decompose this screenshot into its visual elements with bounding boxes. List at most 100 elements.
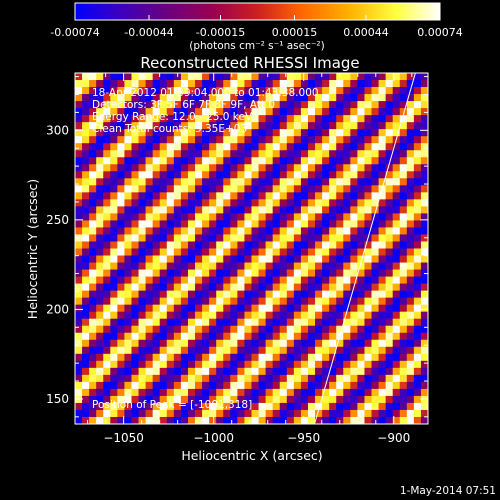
heatmap-cell	[117, 213, 125, 221]
heatmap-cell	[364, 409, 372, 418]
heatmap-cell	[413, 360, 422, 369]
heatmap-cell	[244, 94, 252, 102]
heatmap-cell	[378, 388, 387, 397]
heatmap-cell	[117, 206, 125, 214]
heatmap-cell	[173, 115, 182, 123]
heatmap-cell	[251, 248, 259, 256]
heatmap-cell	[385, 80, 394, 88]
heatmap-cell	[89, 143, 97, 151]
heatmap-cell	[209, 164, 217, 172]
heatmap-cell	[117, 108, 125, 116]
heatmap-cell	[357, 283, 365, 292]
heatmap-cell	[293, 381, 302, 390]
heatmap-cell	[230, 416, 238, 424]
heatmap-cell	[385, 178, 394, 186]
heatmap-cell	[322, 94, 330, 102]
heatmap-cell	[406, 304, 415, 313]
heatmap-cell	[286, 318, 295, 327]
heatmap-cell	[293, 416, 302, 424]
heatmap-cell	[180, 395, 189, 404]
heatmap-cell	[103, 234, 111, 242]
heatmap-cell	[399, 87, 408, 95]
heatmap-cell	[82, 129, 90, 137]
heatmap-cell	[406, 353, 415, 362]
heatmap-cell	[251, 283, 259, 292]
heatmap-cell	[216, 220, 224, 228]
heatmap-cell	[279, 269, 288, 277]
heatmap-cell	[279, 297, 288, 306]
x-tick-label: −1050	[103, 431, 144, 445]
heatmap-cell	[152, 199, 161, 207]
heatmap-cell	[343, 255, 351, 263]
heatmap-cell	[307, 227, 316, 235]
heatmap-cell	[237, 241, 245, 249]
heatmap-cell	[237, 346, 245, 355]
heatmap-cell	[420, 213, 428, 221]
heatmap-cell	[392, 115, 401, 123]
heatmap-cell	[131, 325, 139, 334]
heatmap-cell	[336, 325, 344, 334]
heatmap-cell	[138, 206, 146, 214]
heatmap-cell	[152, 185, 161, 193]
heatmap-cell	[293, 143, 302, 151]
heatmap-cell	[350, 255, 358, 263]
heatmap-cell	[300, 409, 309, 418]
heatmap-cell	[406, 388, 415, 397]
heatmap-cell	[110, 339, 118, 348]
heatmap-cell	[216, 360, 224, 369]
heatmap-cell	[209, 206, 217, 214]
heatmap-cell	[173, 269, 182, 277]
heatmap-cell	[195, 297, 203, 306]
heatmap-cell	[258, 101, 267, 109]
heatmap-cell	[364, 136, 372, 144]
heatmap-cell	[75, 395, 83, 404]
heatmap-cell	[406, 171, 415, 179]
heatmap-cell	[364, 94, 372, 102]
heatmap-cell	[413, 234, 422, 242]
heatmap-cell	[399, 290, 408, 299]
heatmap-cell	[357, 213, 365, 221]
heatmap-cell	[364, 367, 372, 376]
heatmap-cell	[279, 402, 288, 411]
heatmap-cell	[166, 213, 175, 221]
heatmap-cell	[152, 360, 161, 369]
heatmap-cell	[406, 402, 415, 411]
heatmap-cell	[180, 255, 189, 263]
heatmap-cell	[110, 227, 118, 235]
heatmap-cell	[286, 255, 295, 263]
heatmap-cell	[152, 367, 161, 376]
heatmap-cell	[272, 395, 281, 404]
heatmap-cell	[307, 283, 316, 292]
heatmap-cell	[230, 304, 238, 313]
y-axis-label: Heliocentric Y (arcsec)	[25, 179, 40, 319]
heatmap-cell	[378, 101, 387, 109]
heatmap-cell	[343, 269, 351, 277]
heatmap-cell	[251, 388, 259, 397]
heatmap-cell	[279, 381, 288, 390]
x-tick-label: −1000	[193, 431, 234, 445]
heatmap-cell	[230, 360, 238, 369]
heatmap-cell	[131, 143, 139, 151]
heatmap-cell	[420, 150, 428, 158]
heatmap-cell	[216, 248, 224, 256]
heatmap-cell	[392, 80, 401, 88]
heatmap-cell	[378, 227, 387, 235]
heatmap-cell	[307, 185, 316, 193]
heatmap-cell	[307, 143, 316, 151]
heatmap-cell	[202, 122, 210, 130]
heatmap-cell	[82, 87, 90, 95]
heatmap-cell	[300, 276, 309, 284]
heatmap-cell	[336, 171, 344, 179]
heatmap-cell	[195, 248, 203, 256]
heatmap-cell	[110, 199, 118, 207]
heatmap-cell	[300, 262, 309, 270]
heatmap-cell	[357, 171, 365, 179]
heatmap-cell	[322, 276, 330, 284]
heatmap-cell	[322, 129, 330, 137]
heatmap-cell	[315, 185, 323, 193]
heatmap-cell	[82, 381, 90, 390]
heatmap-cell	[413, 192, 422, 200]
heatmap-cell	[180, 409, 189, 418]
heatmap-cell	[357, 115, 365, 123]
heatmap-cell	[315, 283, 323, 292]
